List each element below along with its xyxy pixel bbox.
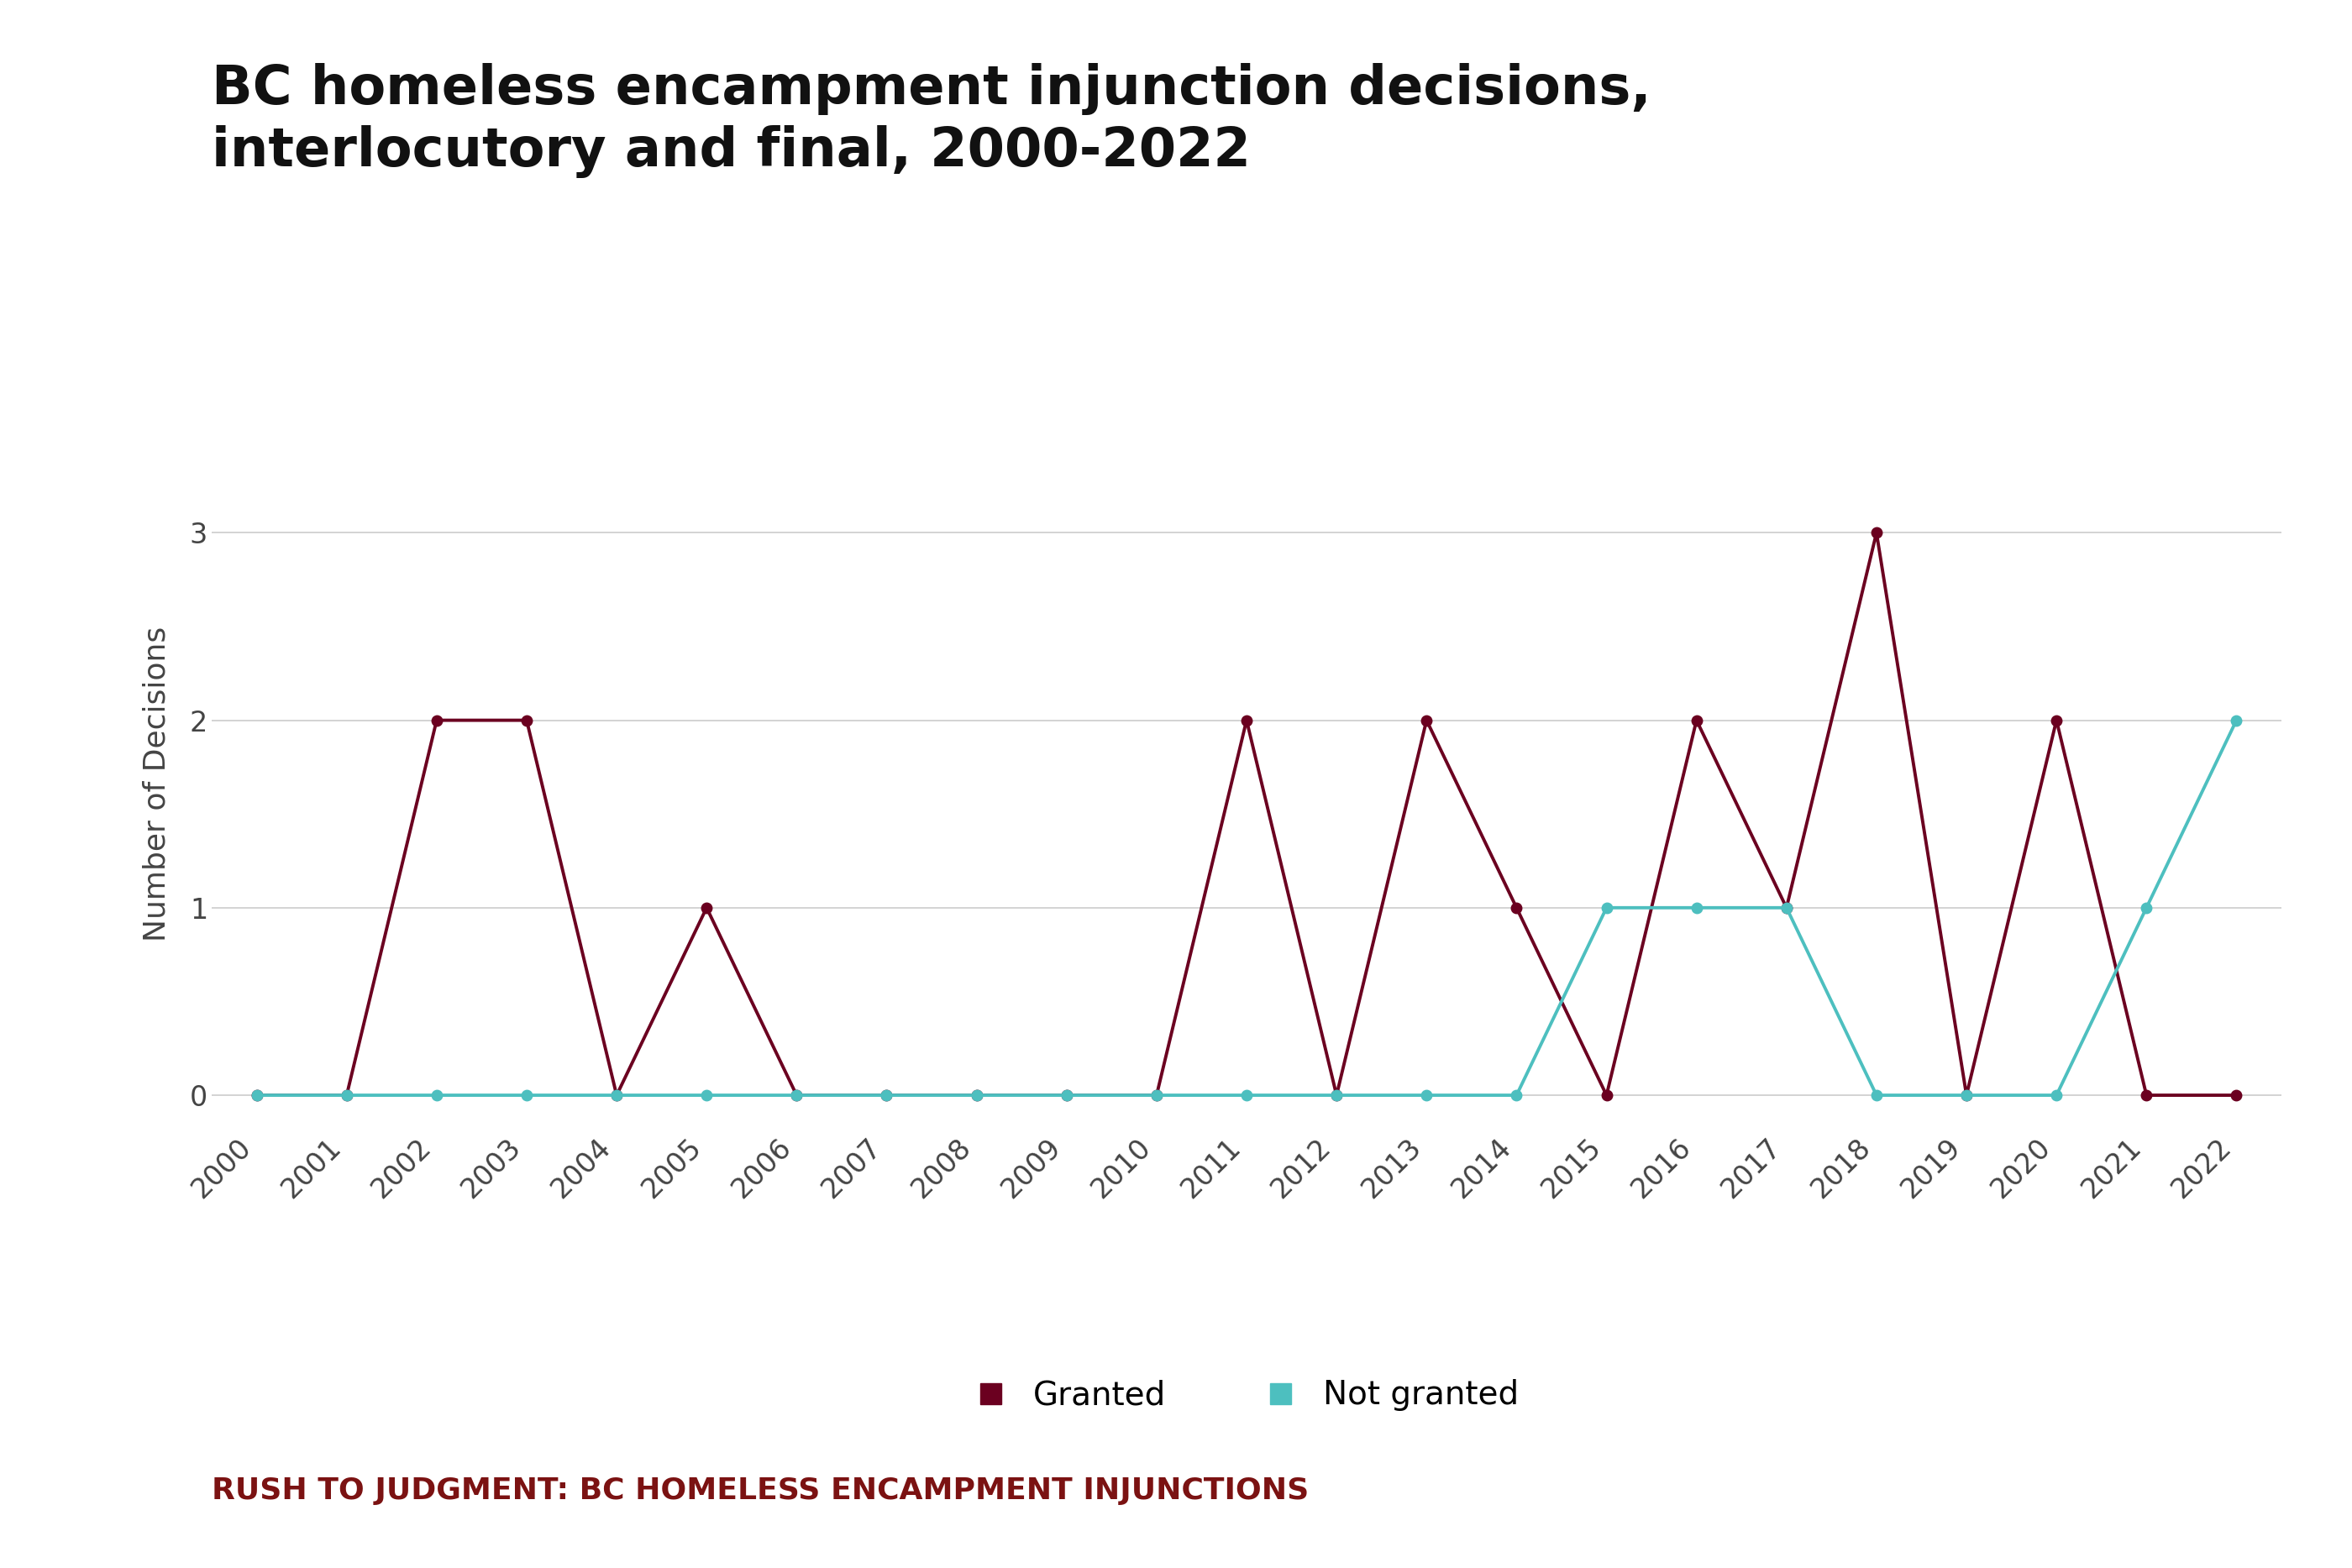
Granted xyxy=(873,1085,901,1104)
Granted xyxy=(1143,1085,1171,1104)
Not granted xyxy=(2042,1085,2070,1104)
Not granted xyxy=(1503,1085,1531,1104)
Not granted xyxy=(1682,898,1710,917)
Granted xyxy=(1952,1085,1980,1104)
Text: BC homeless encampment injunction decisions,
interlocutory and final, 2000-2022: BC homeless encampment injunction decisi… xyxy=(212,63,1651,179)
Line: Not granted: Not granted xyxy=(252,715,2241,1101)
Not granted xyxy=(332,1085,360,1104)
Not granted xyxy=(513,1085,541,1104)
Not granted xyxy=(1863,1085,1891,1104)
Not granted xyxy=(1952,1085,1980,1104)
Granted xyxy=(783,1085,811,1104)
Not granted xyxy=(783,1085,811,1104)
Granted xyxy=(602,1085,630,1104)
Not granted xyxy=(2223,710,2251,729)
Granted xyxy=(1503,898,1531,917)
Not granted xyxy=(1232,1085,1261,1104)
Granted xyxy=(242,1085,270,1104)
Not granted xyxy=(602,1085,630,1104)
Granted xyxy=(1863,524,1891,543)
Text: RUSH TO JUDGMENT: BC HOMELESS ENCAMPMENT INJUNCTIONS: RUSH TO JUDGMENT: BC HOMELESS ENCAMPMENT… xyxy=(212,1477,1310,1505)
Not granted xyxy=(242,1085,270,1104)
Not granted xyxy=(1592,898,1621,917)
Not granted xyxy=(423,1085,452,1104)
Granted xyxy=(1414,710,1442,729)
Granted xyxy=(2223,1085,2251,1104)
Granted xyxy=(2133,1085,2161,1104)
Y-axis label: Number of Decisions: Number of Decisions xyxy=(143,627,172,941)
Not granted xyxy=(691,1085,720,1104)
Not granted xyxy=(1051,1085,1080,1104)
Granted xyxy=(2042,710,2070,729)
Granted xyxy=(1773,898,1802,917)
Granted xyxy=(1322,1085,1350,1104)
Granted xyxy=(962,1085,990,1104)
Granted xyxy=(513,710,541,729)
Granted xyxy=(1682,710,1710,729)
Granted xyxy=(691,898,720,917)
Not granted xyxy=(1773,898,1802,917)
Not granted xyxy=(2133,898,2161,917)
Granted xyxy=(1051,1085,1080,1104)
Not granted xyxy=(1322,1085,1350,1104)
Not granted xyxy=(962,1085,990,1104)
Granted xyxy=(332,1085,360,1104)
Legend: Granted, Not granted: Granted, Not granted xyxy=(962,1366,1531,1424)
Granted xyxy=(1232,710,1261,729)
Granted xyxy=(423,710,452,729)
Not granted xyxy=(1143,1085,1171,1104)
Line: Granted: Granted xyxy=(252,527,2241,1101)
Not granted xyxy=(873,1085,901,1104)
Not granted xyxy=(1414,1085,1442,1104)
Granted xyxy=(1592,1085,1621,1104)
